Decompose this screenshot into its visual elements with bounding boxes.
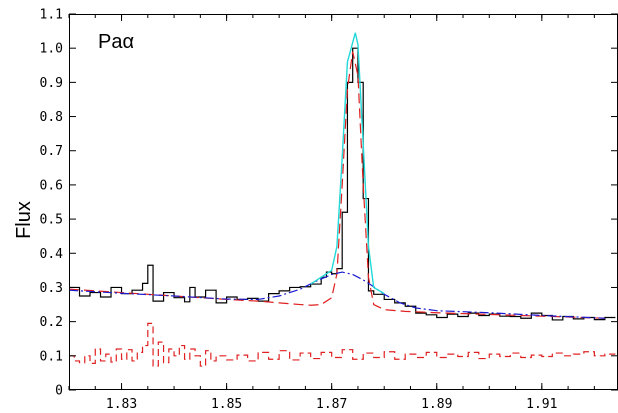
series-narrow-component: [69, 51, 605, 319]
series-residual: [69, 322, 616, 367]
line-annotation: Paα: [98, 31, 134, 53]
series-total-fit: [310, 32, 385, 295]
y-tick-label: 0.7: [40, 144, 63, 159]
y-tick-label: 0.5: [40, 213, 63, 228]
y-tick-label: 0.8: [40, 110, 63, 125]
y-tick-label: 0: [55, 384, 63, 399]
y-tick-label: 0.2: [40, 315, 63, 330]
plot-area: [69, 32, 616, 367]
plot-frame: [69, 14, 618, 390]
x-tick-label: 1.87: [316, 397, 347, 412]
axis-tick-labels: 1.83 1.85 1.87 1.89 1.91 0 0.1 0.2 0.3 0.4 0.5 0.6 0…: [40, 8, 558, 413]
axis-ticks: [68, 13, 618, 391]
y-axis-label: Flux: [13, 201, 35, 239]
y-tick-label: 0.6: [40, 178, 63, 193]
y-tick-label: 0.1: [40, 349, 63, 364]
x-tick-label: 1.91: [526, 397, 557, 412]
y-tick-label: 1.0: [40, 42, 63, 57]
y-tick-label: 0.4: [40, 247, 64, 262]
y-tick-label: 0.9: [40, 76, 63, 91]
x-tick-label: 1.89: [421, 397, 452, 412]
series-broad-component: [69, 271, 605, 319]
y-tick-label: 1.1: [40, 8, 63, 23]
series-observed: [69, 47, 616, 321]
x-tick-label: 1.83: [106, 397, 137, 412]
y-tick-label: 0.3: [40, 281, 63, 296]
x-tick-label: 1.85: [211, 397, 242, 412]
